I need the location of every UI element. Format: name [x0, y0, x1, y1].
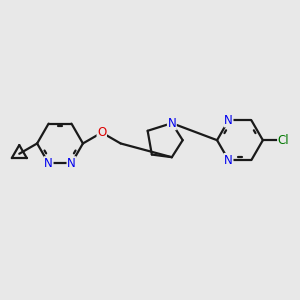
Text: Cl: Cl: [278, 134, 289, 147]
Text: N: N: [224, 154, 233, 166]
Text: N: N: [224, 114, 233, 127]
Text: N: N: [44, 157, 53, 170]
Text: N: N: [167, 117, 176, 130]
Text: N: N: [67, 157, 76, 170]
Text: O: O: [97, 126, 106, 139]
